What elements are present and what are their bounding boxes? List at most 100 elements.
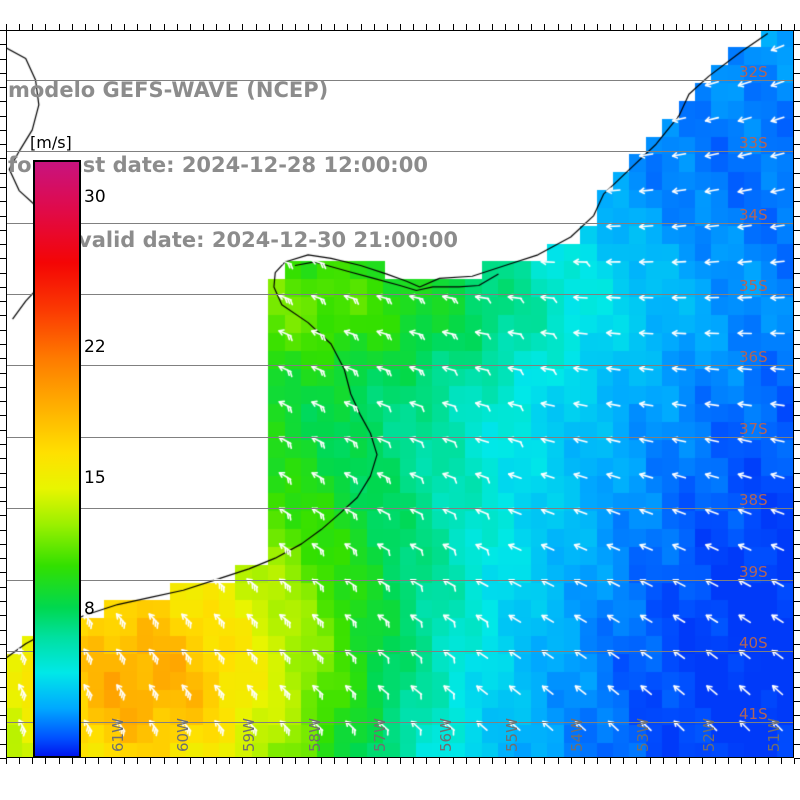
axis-tick xyxy=(0,73,6,74)
axis-tick xyxy=(256,758,257,765)
axis-tick xyxy=(0,401,6,402)
axis-tick xyxy=(794,230,800,231)
axis-tick xyxy=(794,729,800,730)
axis-tick xyxy=(794,87,800,88)
axis-tick xyxy=(0,744,6,745)
axis-tick xyxy=(794,572,800,573)
axis-tick xyxy=(479,758,480,765)
axis-tick xyxy=(242,23,243,30)
axis-tick xyxy=(794,672,800,673)
axis-tick xyxy=(150,23,151,30)
axis-tick xyxy=(0,515,6,516)
axis-tick xyxy=(794,387,800,388)
axis-tick xyxy=(676,758,677,765)
axis-tick xyxy=(794,216,800,217)
axis-tick xyxy=(610,758,611,765)
axis-tick xyxy=(794,258,800,259)
axis-tick xyxy=(400,758,401,765)
axis-tick xyxy=(728,758,729,765)
axis-tick xyxy=(794,101,800,102)
axis-tick xyxy=(584,23,585,30)
axis-tick xyxy=(0,644,6,645)
axis-tick xyxy=(0,130,6,131)
axis-tick xyxy=(72,23,73,30)
axis-tick xyxy=(0,287,6,288)
axis-tick xyxy=(544,758,545,765)
axis-tick xyxy=(0,330,6,331)
axis-tick xyxy=(794,701,800,702)
axis-tick xyxy=(0,672,6,673)
axis-tick xyxy=(0,601,6,602)
latitude-label: 41S xyxy=(739,705,768,724)
grid-line-parallel xyxy=(6,722,794,723)
axis-tick xyxy=(19,758,20,765)
axis-tick xyxy=(98,758,99,765)
axis-tick xyxy=(0,230,6,231)
axis-tick xyxy=(794,273,800,274)
axis-tick xyxy=(400,23,401,30)
tick-rail-left xyxy=(0,30,6,759)
grid-line-parallel xyxy=(6,508,794,509)
axis-tick xyxy=(0,387,6,388)
axis-tick xyxy=(0,458,6,459)
axis-tick xyxy=(794,558,800,559)
axis-tick xyxy=(794,358,800,359)
axis-tick xyxy=(177,23,178,30)
axis-tick xyxy=(0,315,6,316)
colorbar[interactable] xyxy=(33,160,81,758)
axis-tick xyxy=(85,23,86,30)
latitude-label: 38S xyxy=(739,491,768,510)
axis-tick xyxy=(413,23,414,30)
axis-tick xyxy=(794,658,800,659)
axis-tick xyxy=(794,173,800,174)
axis-tick xyxy=(794,44,800,45)
axis-tick xyxy=(0,658,6,659)
axis-tick xyxy=(544,23,545,30)
axis-tick xyxy=(0,630,6,631)
axis-tick xyxy=(479,23,480,30)
axis-tick xyxy=(19,23,20,30)
tick-rail-top xyxy=(6,19,795,30)
axis-tick xyxy=(0,30,6,31)
grid-line-parallel xyxy=(6,294,794,295)
axis-tick xyxy=(334,758,335,765)
axis-tick xyxy=(111,758,112,765)
axis-tick xyxy=(597,23,598,30)
axis-tick xyxy=(571,23,572,30)
axis-tick xyxy=(794,530,800,531)
axis-tick xyxy=(0,544,6,545)
axis-tick xyxy=(374,23,375,30)
axis-tick xyxy=(426,758,427,765)
axis-tick xyxy=(164,23,165,30)
axis-tick xyxy=(32,758,33,765)
title-line-model: modelo GEFS-WAVE (NCEP) xyxy=(8,78,329,102)
axis-tick xyxy=(0,144,6,145)
grid-line-parallel xyxy=(6,580,794,581)
title-line-forecast-date: forecast date: 2024-12-28 12:00:00 xyxy=(8,153,428,177)
axis-tick xyxy=(794,630,800,631)
axis-tick xyxy=(256,23,257,30)
axis-tick xyxy=(216,758,217,765)
axis-tick xyxy=(794,315,800,316)
axis-tick xyxy=(137,758,138,765)
axis-tick xyxy=(98,23,99,30)
axis-tick xyxy=(794,487,800,488)
axis-tick xyxy=(45,23,46,30)
axis-tick xyxy=(636,23,637,30)
axis-tick xyxy=(321,23,322,30)
axis-tick xyxy=(584,758,585,765)
axis-tick xyxy=(361,23,362,30)
axis-tick xyxy=(794,201,800,202)
axis-tick xyxy=(794,744,800,745)
grid-line-parallel xyxy=(6,151,794,152)
map-plot-area[interactable] xyxy=(6,30,794,758)
longitude-label: 60W xyxy=(174,718,193,752)
grid-line-parallel xyxy=(6,80,794,81)
axis-tick xyxy=(0,358,6,359)
axis-tick xyxy=(794,758,795,765)
axis-tick xyxy=(124,758,125,765)
axis-tick xyxy=(0,116,6,117)
axis-tick xyxy=(794,187,800,188)
axis-tick xyxy=(111,23,112,30)
